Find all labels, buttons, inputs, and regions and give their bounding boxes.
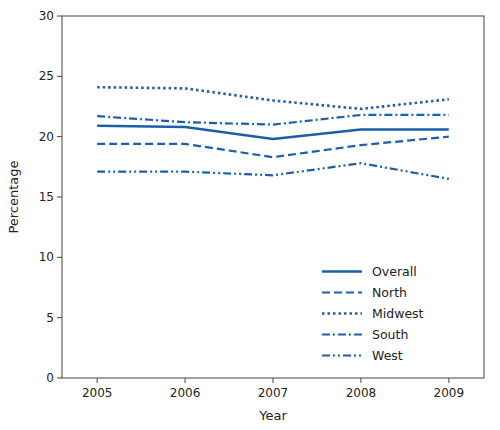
legend-swatch <box>322 291 362 293</box>
x-tick-label: 2007 <box>258 386 289 400</box>
legend: Overall North Midwest South West <box>322 264 424 363</box>
legend-label: South <box>372 327 408 342</box>
x-tick <box>360 378 361 383</box>
x-tick <box>448 378 449 383</box>
y-tick <box>57 378 62 379</box>
y-tick <box>57 257 62 258</box>
y-tick-label: 20 <box>39 130 54 144</box>
y-axis: 0 5 10 15 20 25 30 <box>39 9 62 385</box>
x-tick-label: 2006 <box>170 386 201 400</box>
series-line <box>97 115 449 125</box>
series-line <box>97 137 449 158</box>
x-axis-label: Year <box>258 408 287 423</box>
y-tick-label: 10 <box>39 250 54 264</box>
y-tick-label: 15 <box>39 190 54 204</box>
legend-swatch <box>322 354 362 356</box>
y-tick <box>57 197 62 198</box>
y-tick-label: 25 <box>39 69 54 83</box>
legend-swatch <box>322 312 362 315</box>
y-tick <box>57 76 62 77</box>
y-axis-label: Percentage <box>6 160 21 233</box>
y-tick-label: 30 <box>39 9 54 23</box>
legend-label: Midwest <box>372 306 424 321</box>
series-line <box>97 126 449 139</box>
chart: 0 5 10 15 20 25 30 2005 2006 2007 2008 2009 Year Perc… <box>0 0 500 430</box>
x-axis: 2005 2006 2007 2008 2009 <box>82 378 464 400</box>
legend-label: Overall <box>372 264 417 279</box>
y-tick-label: 5 <box>46 311 54 325</box>
x-tick-label: 2009 <box>434 386 465 400</box>
legend-label: North <box>372 285 407 300</box>
x-tick <box>185 378 186 383</box>
series-line <box>97 163 449 179</box>
series-lines <box>97 87 449 179</box>
plot-frame <box>62 16 484 378</box>
y-tick <box>57 136 62 137</box>
x-tick-label: 2008 <box>346 386 377 400</box>
y-tick-label: 0 <box>46 371 54 385</box>
x-tick <box>97 378 98 383</box>
legend-swatch <box>322 333 362 335</box>
legend-label: West <box>372 348 403 363</box>
y-tick <box>57 16 62 17</box>
y-tick <box>57 317 62 318</box>
x-tick-label: 2005 <box>82 386 113 400</box>
legend-swatch <box>322 270 362 273</box>
series-line <box>97 87 449 109</box>
x-tick <box>273 378 274 383</box>
